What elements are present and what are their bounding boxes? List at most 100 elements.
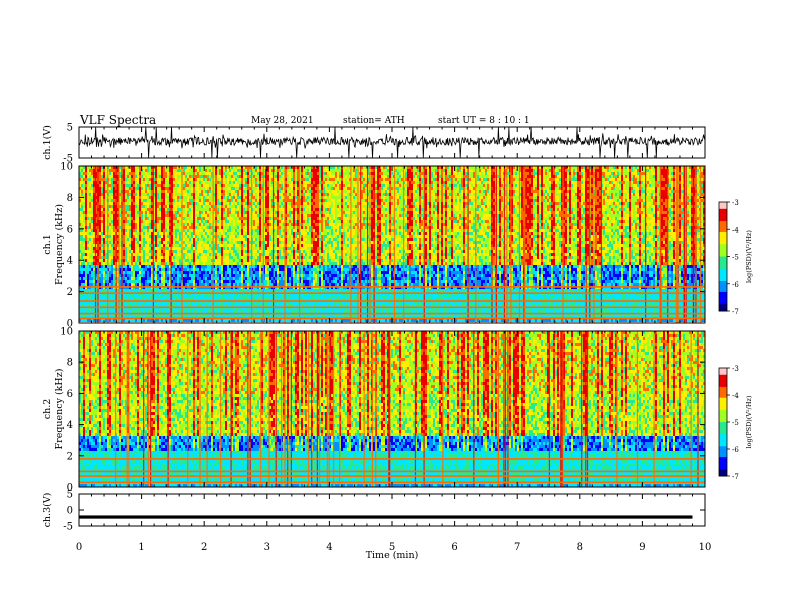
spectrogram-cell [237,169,239,172]
spectrogram-cell [203,190,205,193]
spectrogram-cell [213,277,215,280]
spectrogram-cell [213,301,215,304]
spectrogram-cell [105,235,107,238]
spectrogram-cell [265,277,267,280]
spectrogram-cell [265,295,267,298]
spectrogram-cell [167,181,169,184]
spectrogram-cell [133,232,135,235]
spectrogram-cell [227,166,229,169]
spectrogram-cell [179,190,181,193]
spectrogram-cell [157,208,159,211]
spectrogram-cell [175,235,177,238]
spectrogram-cell [179,214,181,217]
spectrogram-cell [245,280,247,283]
spectrogram-cell [227,235,229,238]
spectrogram-cell [195,175,197,178]
spectrogram-cell [127,232,129,235]
spectrogram-cell [155,211,157,214]
spectrogram-cell [99,175,101,178]
spectrogram-cell [255,211,257,214]
spectrogram-cell [201,217,203,220]
spectrogram-cell [255,220,257,223]
spectrogram-cell [179,169,181,172]
spectrogram-cell [139,181,141,184]
spectrogram-cell [179,256,181,259]
spectrogram-cell [101,223,103,226]
spectrogram-cell [233,235,235,238]
spectrogram-cell [83,232,85,235]
spectrogram-cell [193,241,195,244]
spectrogram-cell [193,274,195,277]
spectrogram-cell [151,280,153,283]
spectrogram-cell [225,178,227,181]
spectrogram-cell [99,250,101,253]
spectrogram-cell [89,253,91,256]
spectrogram-cell [193,211,195,214]
spectrogram-cell [225,169,227,172]
spectrogram-cell [151,307,153,310]
spectrogram-cell [151,205,153,208]
spectrogram-cell [235,184,237,187]
spectrogram-cell [263,184,265,187]
spectrogram-cell [87,166,89,169]
spectrogram-cell [241,268,243,271]
spectrogram-cell [113,202,115,205]
spectrogram-cell [89,283,91,286]
spectrogram-cell [129,307,131,310]
spectrogram-cell [143,277,145,280]
spectrogram-cell [173,247,175,250]
spectrogram-cell [233,304,235,307]
spectrogram-cell [177,313,179,316]
spectrogram-cell [89,169,91,172]
spectrogram-cell [151,289,153,292]
spectrogram-cell [143,313,145,316]
spectrogram-cell [137,247,139,250]
spectrogram-cell [207,175,209,178]
spectrogram-cell [87,238,89,241]
spectrogram-cell [171,310,173,313]
spectrogram-cell [261,205,263,208]
spectrogram-cell [261,277,263,280]
spectrogram-cell [175,187,177,190]
spectrogram-cell [189,271,191,274]
spectrogram-cell [119,280,121,283]
spectrogram-cell [257,301,259,304]
spectrogram-cell [169,271,171,274]
spectrogram-cell [127,250,129,253]
spectrogram-cell [143,196,145,199]
spectrogram-cell [83,199,85,202]
spectrogram-cell [101,289,103,292]
spectrogram-cell [171,307,173,310]
spectrogram-cell [79,214,81,217]
spectrogram-cell [245,304,247,307]
spectrogram-cell [227,280,229,283]
spectrogram-cell [265,244,267,247]
spectrogram-cell [169,205,171,208]
spectrogram-cell [105,259,107,262]
spectrogram-cell [103,193,105,196]
spectrogram-cell [169,208,171,211]
spectrogram-cell [113,169,115,172]
spectrogram-cell [169,172,171,175]
spectrogram-cell [179,262,181,265]
spectrogram-cell [219,259,221,262]
spectrogram-cell [241,259,243,262]
spectrogram-cell [123,193,125,196]
spectrogram-cell [163,208,165,211]
spectrogram-cell [131,289,133,292]
spectrogram-cell [117,244,119,247]
spectrogram-cell [195,319,197,322]
spectrogram-cell [113,196,115,199]
spectrogram-cell [117,235,119,238]
spectrogram-cell [139,307,141,310]
spectrogram-cell [161,211,163,214]
spectrogram-cell [189,268,191,271]
spectrogram-cell [171,235,173,238]
spectrogram-cell [147,226,149,229]
spectrogram-cell [169,265,171,268]
spectrogram-cell [205,310,207,313]
spectrogram-cell [157,283,159,286]
spectrogram-cell [85,307,87,310]
spectrogram-cell [203,211,205,214]
spectrogram-cell [213,313,215,316]
